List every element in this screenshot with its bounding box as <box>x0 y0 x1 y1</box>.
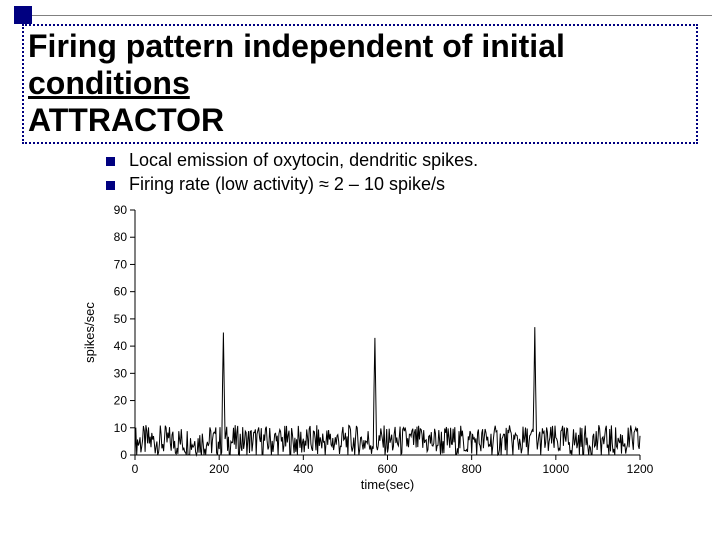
svg-text:30: 30 <box>114 366 128 380</box>
svg-text:800: 800 <box>462 462 482 476</box>
svg-text:time(sec): time(sec) <box>361 477 414 492</box>
svg-text:1200: 1200 <box>627 462 654 476</box>
firing-rate-chart: 0 10 20 30 40 50 60 70 80 90 0 200 400 600 800 1000 1200… <box>80 200 660 500</box>
bullet-text: Firing rate (low activity) ≈ 2 – 10 spik… <box>129 174 445 196</box>
svg-text:1000: 1000 <box>542 462 569 476</box>
chart-svg: 0 10 20 30 40 50 60 70 80 90 0 200 400 600 800 1000 1200… <box>80 200 660 500</box>
bullet-square-icon <box>106 181 115 190</box>
bullet-list: Local emission of oxytocin, dendritic sp… <box>106 150 666 197</box>
bullet-item: Firing rate (low activity) ≈ 2 – 10 spik… <box>106 174 666 196</box>
svg-text:20: 20 <box>114 394 128 408</box>
svg-text:400: 400 <box>293 462 313 476</box>
bullet-text: Local emission of oxytocin, dendritic sp… <box>129 150 478 172</box>
svg-text:60: 60 <box>114 285 128 299</box>
slide-header-rule <box>32 15 712 16</box>
svg-text:0: 0 <box>120 448 127 462</box>
svg-text:80: 80 <box>114 230 128 244</box>
bullet-item: Local emission of oxytocin, dendritic sp… <box>106 150 666 172</box>
svg-text:600: 600 <box>377 462 397 476</box>
svg-text:50: 50 <box>114 312 128 326</box>
svg-text:70: 70 <box>114 257 128 271</box>
svg-text:0: 0 <box>132 462 139 476</box>
title-container: Firing pattern independent of initial co… <box>22 24 698 144</box>
svg-text:spikes/sec: spikes/sec <box>82 302 97 363</box>
slide-corner-decor <box>14 6 32 24</box>
svg-text:10: 10 <box>114 421 128 435</box>
title-line-2: conditions <box>28 65 190 101</box>
svg-text:40: 40 <box>114 339 128 353</box>
svg-text:200: 200 <box>209 462 229 476</box>
svg-text:90: 90 <box>114 203 128 217</box>
title-line-1: Firing pattern independent of initial <box>28 28 565 64</box>
title-line-3: ATTRACTOR <box>28 102 224 138</box>
bullet-square-icon <box>106 157 115 166</box>
title-text: Firing pattern independent of initial co… <box>28 28 692 138</box>
